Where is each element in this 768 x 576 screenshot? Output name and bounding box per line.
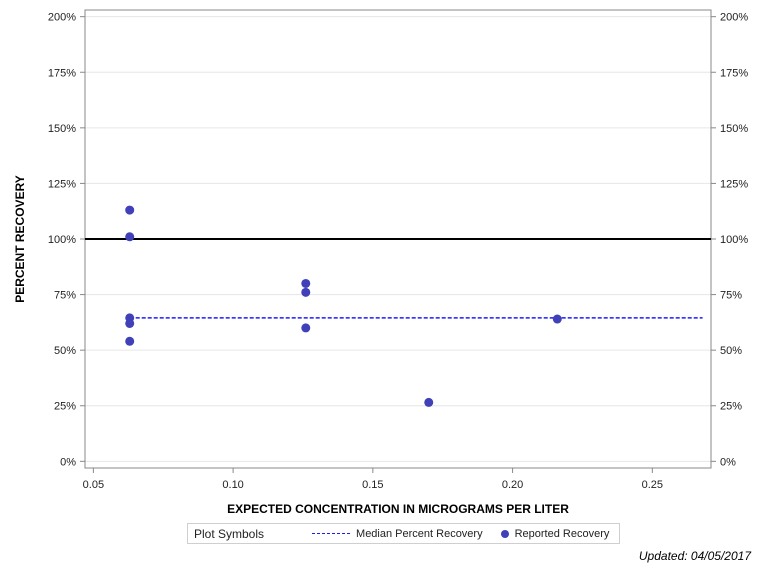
dashed-line-icon <box>312 533 351 534</box>
y-axis-left: 0% 25% 50% 75% 100% 125% 150% 175% 200% <box>48 12 85 468</box>
x-tick-label: 0.05 <box>83 479 104 491</box>
x-axis-title: EXPECTED CONCENTRATION IN MICROGRAMS PER… <box>227 502 569 516</box>
legend-item-reported: Reported Recovery <box>493 528 620 540</box>
legend-reported-label: Reported Recovery <box>514 527 610 540</box>
y-tick-label-right: 125% <box>720 178 748 190</box>
y-tick-label-right: 175% <box>720 67 748 79</box>
y-tick-label-right: 50% <box>720 345 742 357</box>
y-tick-label: 50% <box>54 345 76 357</box>
x-tick-label: 0.15 <box>362 479 383 491</box>
x-tick-label: 0.20 <box>502 479 523 491</box>
dot-icon <box>500 529 509 538</box>
data-point <box>301 323 311 333</box>
chart: 0% 25% 50% 75% 100% 125% 150% 175% 200% 0% 25% 50%… <box>13 9 748 516</box>
y-tick-label: 125% <box>48 178 76 190</box>
data-point <box>125 336 135 346</box>
y-tick-label-right: 100% <box>720 234 748 246</box>
y-tick-label-right: 150% <box>720 123 748 135</box>
data-point <box>424 397 434 407</box>
y-tick-label: 100% <box>48 234 76 246</box>
y-tick-label: 200% <box>48 12 76 24</box>
y-tick-label: 25% <box>54 401 76 413</box>
legend: Plot Symbols Median Percent Recovery Rep… <box>187 523 621 544</box>
legend-median-label: Median Percent Recovery <box>356 527 483 540</box>
x-tick-label: 0.10 <box>222 479 243 491</box>
y-tick-label-right: 75% <box>720 290 742 302</box>
y-tick-label-right: 0% <box>720 456 736 468</box>
y-tick-label: 0% <box>60 456 76 468</box>
y-tick-label-right: 200% <box>720 12 748 24</box>
x-axis: 0.05 0.10 0.15 0.20 0.25 <box>83 468 663 491</box>
reported-recovery-points <box>125 205 562 407</box>
y-tick-label: 75% <box>54 290 76 302</box>
data-point <box>125 205 135 215</box>
y-tick-label-right: 25% <box>720 401 742 413</box>
y-axis-title: PERCENT RECOVERY <box>13 175 27 303</box>
y-axis-right: 0% 25% 50% 75% 100% 125% 150% 175% 200% <box>711 12 748 468</box>
data-point <box>301 287 311 297</box>
data-point <box>125 318 135 328</box>
data-point <box>552 314 562 324</box>
data-point <box>301 278 311 288</box>
updated-date: Updated: 04/05/2017 <box>638 549 751 563</box>
x-tick-label: 0.25 <box>642 479 663 491</box>
y-tick-label: 150% <box>48 123 76 135</box>
data-point <box>125 232 135 242</box>
y-tick-label: 175% <box>48 67 76 79</box>
legend-item-median: Median Percent Recovery <box>288 528 493 540</box>
legend-title: Plot Symbols <box>194 526 265 541</box>
